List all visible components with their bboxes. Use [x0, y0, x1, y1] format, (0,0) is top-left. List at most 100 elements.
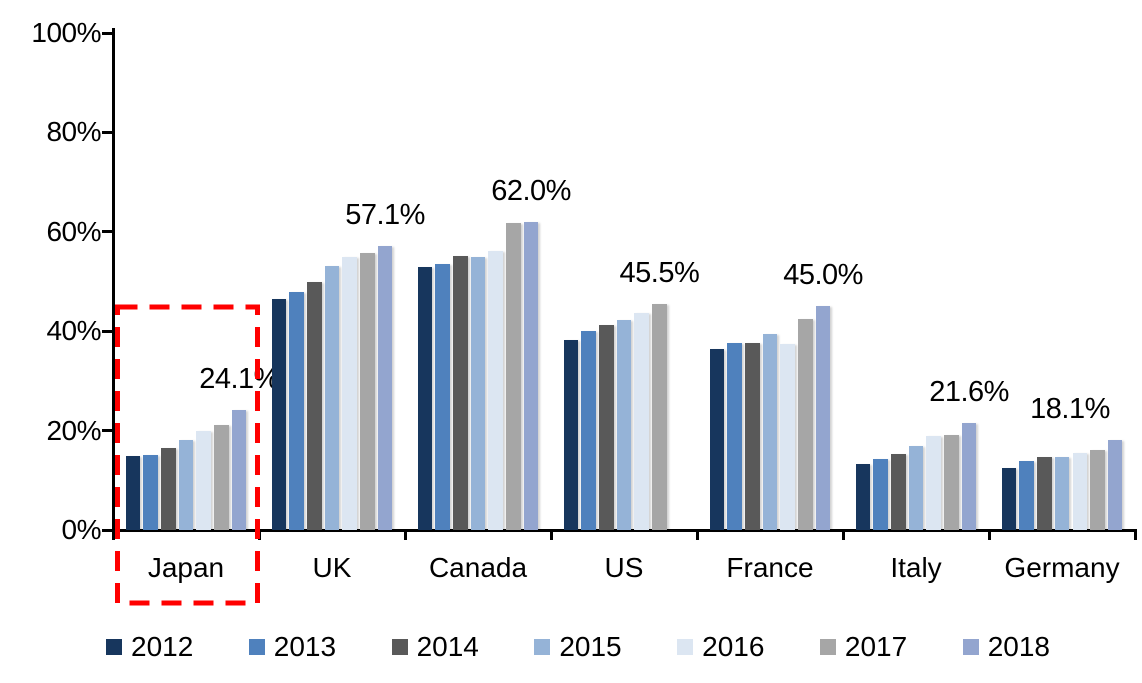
bar-canada-2016 — [488, 250, 503, 530]
legend-label-2013: 2013 — [273, 631, 337, 662]
x-tick — [257, 530, 261, 540]
bar-japan-2016 — [196, 431, 211, 530]
x-tick — [1133, 530, 1137, 540]
x-tick — [111, 530, 115, 540]
y-tick-label: 0% — [61, 514, 102, 545]
bar-italy-2012 — [855, 463, 871, 530]
bar-italy-2016 — [926, 435, 941, 530]
bar-france-2016 — [780, 344, 795, 530]
bar-us-2014 — [599, 325, 614, 530]
bar-france-2012 — [709, 349, 725, 530]
legend-label-2016: 2016 — [702, 631, 765, 662]
y-tick-label: 60% — [46, 215, 101, 247]
x-tick — [549, 530, 553, 540]
legend-label-2015: 2015 — [559, 631, 622, 662]
x-axis-line — [111, 528, 1137, 532]
y-tick-label: 20% — [46, 414, 101, 446]
x-label-canada: Canada — [428, 552, 528, 583]
bar-japan-2013 — [143, 455, 158, 530]
bar-canada-2015 — [470, 257, 486, 530]
bar-us-2017 — [652, 303, 667, 530]
legend-swatch-2015 — [534, 639, 551, 655]
bar-germany-2016 — [1072, 452, 1087, 530]
bar-france-2014 — [745, 343, 760, 530]
bar-canada-2017 — [506, 223, 521, 530]
data-label-uk: 57.1% — [345, 199, 425, 232]
legend-swatch-2017 — [819, 639, 836, 655]
bar-uk-2013 — [289, 292, 304, 530]
bar-uk-2017 — [360, 252, 375, 530]
bar-italy-2015 — [908, 446, 924, 530]
legend-swatch-2018 — [962, 639, 979, 655]
bar-canada-2014 — [453, 256, 468, 530]
bar-uk-2014 — [307, 281, 322, 530]
legend-label-2012: 2012 — [131, 631, 194, 662]
bar-germany-2013 — [1019, 460, 1034, 530]
bar-japan-2012 — [125, 455, 141, 530]
bar-germany-2018 — [1107, 440, 1123, 530]
bar-canada-2013 — [435, 264, 450, 530]
legend-item-2013: 2013 — [248, 629, 337, 665]
bar-germany-2015 — [1054, 456, 1070, 530]
x-label-us: US — [604, 552, 644, 583]
data-label-germany: 18.1% — [1030, 393, 1110, 426]
x-label-germany: Germany — [1004, 552, 1120, 583]
legend-item-2018: 2018 — [962, 629, 1050, 665]
legend-item-2016: 2016 — [677, 629, 764, 665]
bar-canada-2012 — [417, 266, 433, 530]
bar-france-2018 — [815, 306, 831, 530]
bar-germany-2017 — [1090, 450, 1105, 530]
x-tick — [403, 530, 407, 540]
x-tick — [695, 530, 699, 540]
bar-italy-2017 — [944, 434, 959, 530]
x-label-uk: UK — [312, 552, 352, 583]
bar-japan-2014 — [161, 447, 176, 530]
data-label-canada: 62.0% — [491, 174, 571, 207]
y-axis-line — [111, 28, 115, 532]
bar-france-2013 — [727, 342, 742, 530]
bar-japan-2015 — [178, 440, 194, 530]
legend-swatch-2012 — [106, 639, 122, 655]
data-label-italy: 21.6% — [929, 375, 1009, 408]
x-label-italy: Italy — [890, 552, 942, 583]
legend-item-2015: 2015 — [534, 629, 622, 665]
bar-italy-2013 — [873, 459, 888, 530]
bar-japan-2018 — [231, 410, 247, 530]
bar-italy-2018 — [961, 422, 977, 530]
legend-swatch-2014 — [391, 639, 408, 655]
y-tick — [102, 130, 113, 134]
bar-uk-2016 — [342, 257, 357, 530]
legend: 2012 2013 2014 2015 2016 2017 2018 — [106, 629, 1050, 665]
data-label-us: 45.5% — [619, 256, 700, 289]
bar-germany-2012 — [1001, 468, 1017, 530]
bar-uk-2018 — [377, 246, 393, 530]
bar-uk-2012 — [271, 298, 287, 530]
y-tick-label: 100% — [31, 17, 101, 48]
legend-item-2014: 2014 — [391, 629, 479, 665]
x-label-japan: Japan — [147, 552, 225, 583]
bar-italy-2014 — [891, 454, 906, 530]
legend-label-2018: 2018 — [987, 631, 1050, 662]
bar-canada-2018 — [523, 221, 539, 530]
legend-item-2017: 2017 — [819, 629, 908, 665]
bar-us-2015 — [616, 319, 632, 530]
y-tick-label: 80% — [46, 116, 101, 148]
bar-france-2015 — [762, 334, 778, 530]
y-tick — [102, 329, 113, 333]
legend-swatch-2016 — [677, 639, 694, 655]
bar-uk-2015 — [324, 266, 340, 530]
bar-germany-2014 — [1037, 457, 1052, 530]
legend-label-2017: 2017 — [844, 631, 908, 662]
bar-japan-2017 — [214, 425, 229, 530]
x-tick — [841, 530, 845, 540]
y-tick — [102, 528, 113, 532]
legend-label-2014: 2014 — [416, 631, 479, 662]
y-tick-label: 40% — [46, 315, 101, 347]
data-label-japan: 24.1% — [199, 363, 279, 396]
bar-us-2012 — [563, 340, 579, 530]
bar-us-2016 — [634, 313, 649, 530]
y-tick — [102, 230, 113, 234]
legend-item-2012: 2012 — [106, 629, 193, 665]
legend-swatch-2013 — [248, 639, 265, 655]
